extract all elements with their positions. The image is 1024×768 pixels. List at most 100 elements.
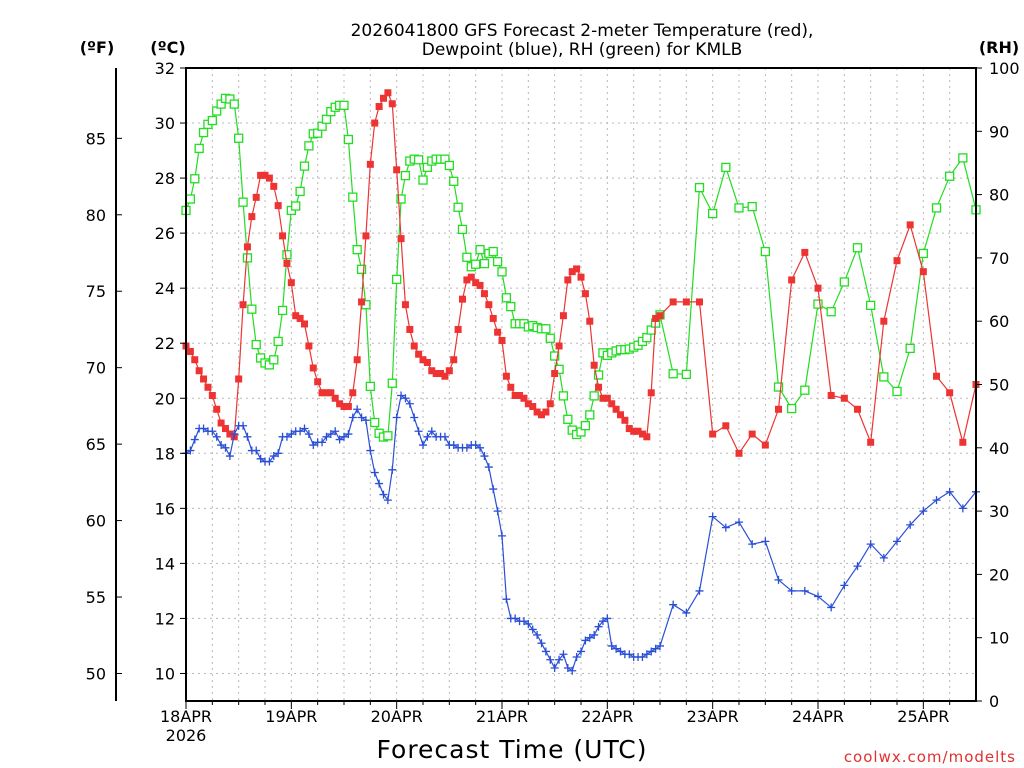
relative-humidity-point [931,203,942,213]
relative-humidity-point [550,351,560,361]
x-axis-title: Forecast Time (UTC) [377,735,648,764]
temperature-point [476,281,484,289]
dewpoint-point [814,592,822,601]
temperature-point [222,425,229,433]
relative-humidity-point [247,304,257,314]
temperature-point [336,400,344,408]
relative-humidity-point [339,100,349,110]
relative-humidity-point [734,203,744,213]
dewpoint-point [282,432,291,441]
dewpoint-point [827,603,836,612]
temperature-point [397,235,405,243]
dewpoint-point [945,487,954,496]
temperature-point [682,298,690,306]
dewpoint-point [397,391,406,400]
relative-humidity-point [593,370,604,380]
dewpoint-series [182,391,980,675]
temperature-point [542,408,550,416]
relative-humidity-point [352,245,362,255]
dewpoint-point [449,441,458,450]
temperature-point [445,367,453,375]
temperature-point [401,301,409,309]
temperature-point [274,202,282,210]
relative-humidity-point [905,343,915,354]
relative-humidity-point [475,245,485,255]
temperature-point [854,405,861,413]
temperature-point [867,438,875,446]
dewpoint-point [331,427,340,436]
temperature-point [555,342,563,350]
x-tick-label: 24APR [792,707,844,726]
dewpoint-point [761,537,770,546]
fahrenheit-tick-label: 60 [86,512,106,531]
dewpoint-point [568,666,577,675]
temperature-point [529,403,537,411]
temperature-point [305,342,313,350]
dewpoint-point [550,663,559,672]
temperature-point [625,425,633,433]
rh-tick-label: 70 [989,249,1009,268]
rh-tick-label: 60 [989,312,1009,331]
temperature-point [384,89,392,97]
rh-tick-label: 100 [989,59,1020,78]
relative-humidity-point [185,194,196,204]
temperature-point [340,403,348,411]
relative-humidity-point [229,99,239,109]
x-tick-sublabel: 2026 [166,726,207,745]
relative-humidity-point [668,369,678,379]
dewpoint-point [423,432,432,441]
dewpoint-point [528,625,537,634]
temperature-point [375,103,383,111]
temperature-point [314,378,322,386]
fahrenheit-tick-label: 70 [86,359,106,378]
temperature-point [880,317,888,325]
relative-humidity-point [852,243,863,253]
fahrenheit-tick-label: 65 [86,435,106,454]
dewpoint-point [361,416,370,425]
dewpoint-point [265,457,274,466]
temperature-point [511,392,519,400]
relative-humidity-point [800,385,810,395]
temperature-point [551,369,559,377]
dewpoint-point [612,644,621,653]
dewpoint-point [585,633,594,642]
dewpoint-point [353,405,362,414]
dewpoint-point [651,644,660,653]
relative-humidity-point [492,257,503,267]
dewpoint-point [357,413,366,422]
temperature-point [432,369,440,377]
temperature-point [243,243,251,251]
temperature-point [419,356,427,364]
temperature-point [191,356,199,364]
relative-humidity-series [181,93,981,442]
relative-humidity-point [839,277,849,287]
dewpoint-point [735,518,743,527]
dewpoint-point [502,595,511,604]
dewpoint-point [906,520,915,529]
temperature-point [568,268,576,276]
relative-humidity-point [787,403,797,414]
temperature-point [524,400,532,408]
temperature-point [946,389,954,397]
temperature-point [208,392,216,400]
relative-humidity-point [251,339,261,350]
temperature-point [454,325,462,333]
temperature-point [507,383,515,391]
dewpoint-point [225,452,234,461]
fahrenheit-axis-label: (ºF) [80,38,115,57]
temperature-point [393,166,401,174]
temperature-point [472,279,480,287]
temperature-point [450,356,458,364]
relative-humidity-point [387,378,397,388]
relative-humidity-point [747,201,757,212]
dewpoint-point [642,650,651,659]
temperature-point [893,257,901,265]
rh-tick-label: 50 [989,376,1009,395]
celsius-tick-label: 22 [155,334,175,353]
celsius-tick-label: 32 [155,59,175,78]
temperature-point [257,171,265,179]
celsius-tick-label: 26 [155,224,175,243]
temperature-point [564,276,572,284]
temperature-point [480,290,488,298]
dewpoint-point [541,647,550,656]
